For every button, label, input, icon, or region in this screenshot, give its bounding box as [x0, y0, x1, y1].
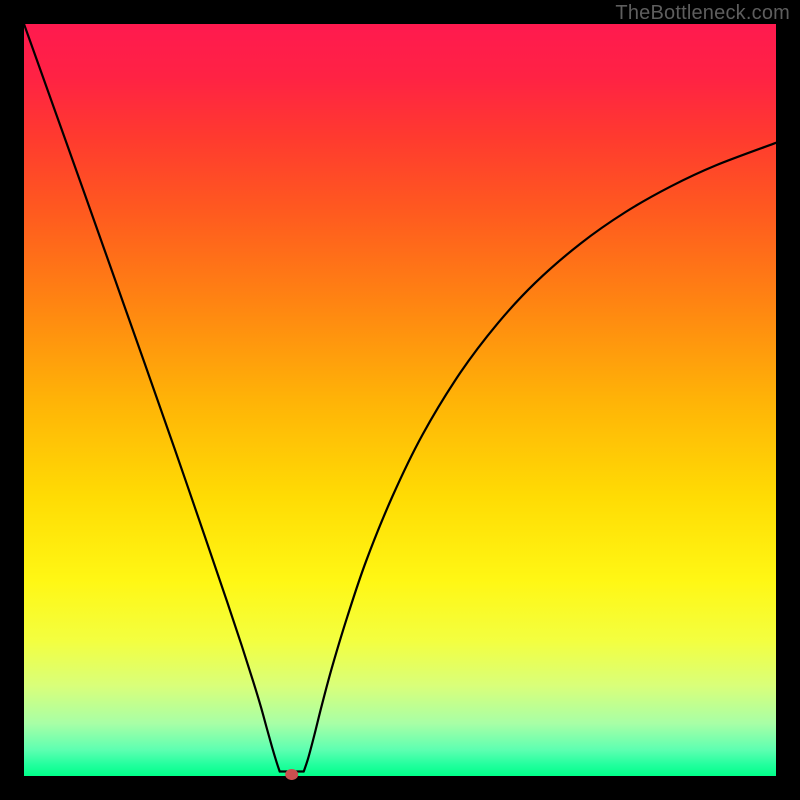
optimal-marker: [286, 769, 298, 779]
watermark-text: TheBottleneck.com: [615, 2, 790, 25]
bottleneck-chart: [0, 0, 800, 800]
chart-container: TheBottleneck.com: [0, 0, 800, 800]
